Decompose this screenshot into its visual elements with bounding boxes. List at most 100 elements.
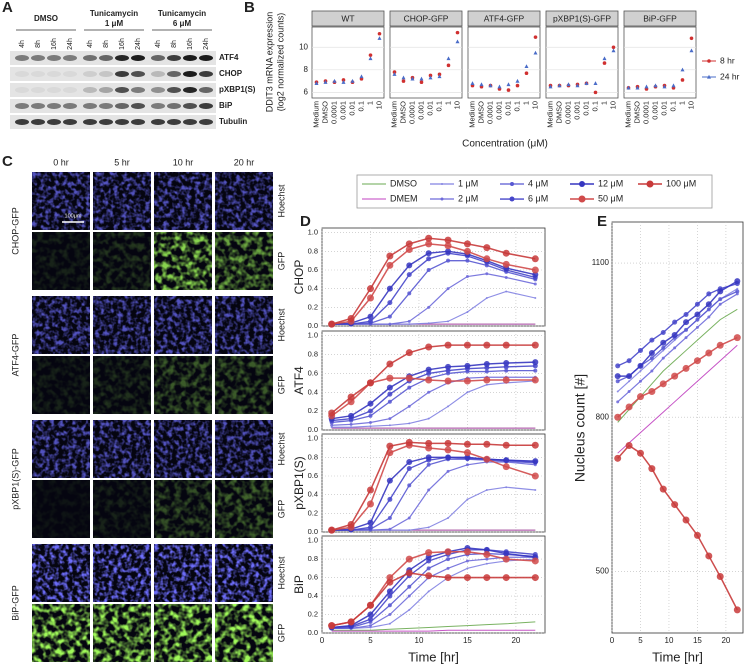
x-tick-label: 0.001 xyxy=(416,101,425,120)
blot-band xyxy=(83,71,97,77)
series-marker xyxy=(485,562,488,565)
x-tick-label: 0.0001 xyxy=(563,101,572,124)
series-marker xyxy=(427,322,430,325)
blot-row-label: pXBP1(S) xyxy=(219,85,256,94)
blot-band xyxy=(131,71,145,77)
y-tick-label: 1.0 xyxy=(308,228,318,237)
blot-band xyxy=(131,55,145,61)
series-marker xyxy=(387,391,393,397)
series-marker xyxy=(445,363,452,370)
image-texture xyxy=(32,604,90,662)
legend-label: 50 μM xyxy=(598,193,623,203)
series-marker xyxy=(694,311,701,318)
series-marker xyxy=(682,364,690,372)
blot-band xyxy=(151,55,165,61)
x-tick-label: 0.1 xyxy=(590,101,599,111)
image-texture xyxy=(215,544,273,602)
channel-label: Hoechst xyxy=(276,308,286,342)
image-texture xyxy=(215,480,273,538)
point xyxy=(515,78,520,83)
point xyxy=(455,30,460,35)
legend-label: 2 μM xyxy=(458,193,478,203)
y-tick-label: 0.2 xyxy=(308,302,318,311)
lane-label: 8h xyxy=(35,40,42,48)
point xyxy=(479,82,484,87)
y-tick-label: 500 xyxy=(596,566,610,575)
legend-label: 12 μM xyxy=(598,178,623,188)
y-tick-label: 0.6 xyxy=(308,573,318,582)
series-marker xyxy=(386,442,394,450)
series-marker xyxy=(426,268,431,272)
series-marker xyxy=(347,618,355,626)
legend-marker xyxy=(646,180,654,188)
channel-label: GFP xyxy=(276,252,286,271)
legend-marker xyxy=(578,195,586,203)
image-texture xyxy=(93,232,151,290)
lane-label: 8h xyxy=(103,40,110,48)
x-tick-label: 1 xyxy=(443,101,452,105)
series-marker xyxy=(625,441,633,449)
blot-band xyxy=(15,71,29,77)
series-marker xyxy=(505,290,508,293)
y-axis-label: (log2 normalized counts) xyxy=(275,13,285,112)
series-marker xyxy=(650,369,654,373)
y-tick-label: 0.6 xyxy=(308,368,318,377)
series-marker xyxy=(485,383,488,386)
point xyxy=(689,36,694,41)
series-marker xyxy=(693,531,701,539)
legend-marker xyxy=(509,196,515,202)
series-marker xyxy=(406,466,412,472)
column-label: 0 hr xyxy=(53,157,69,167)
series-marker xyxy=(503,360,510,367)
point xyxy=(437,72,442,77)
series-marker xyxy=(427,390,431,394)
series-marker xyxy=(369,425,372,428)
blot-band xyxy=(63,71,77,77)
series-marker xyxy=(695,317,700,322)
series-marker xyxy=(406,272,412,278)
channel-label: GFP xyxy=(276,376,286,395)
series-marker xyxy=(387,603,392,608)
series-marker xyxy=(446,566,450,570)
group-label: DMSO xyxy=(34,14,58,23)
series-marker xyxy=(502,376,510,384)
series-marker xyxy=(347,393,355,401)
y-axis-label: Nucleus count [#] xyxy=(572,374,588,482)
lane-label: 16h xyxy=(119,38,126,50)
series-marker xyxy=(386,374,394,382)
series-marker xyxy=(505,486,508,489)
facet-header xyxy=(467,10,541,27)
series-marker xyxy=(671,501,679,509)
series-marker xyxy=(405,569,413,577)
series-marker xyxy=(716,341,724,349)
series-marker xyxy=(533,282,537,286)
point xyxy=(593,81,598,85)
blot-band xyxy=(31,103,45,109)
series-marker xyxy=(626,358,632,364)
y-axis-label: pXBP1(S) xyxy=(292,456,306,509)
group-dose: 1 μM xyxy=(105,19,124,28)
series-marker xyxy=(444,548,452,556)
legend-marker xyxy=(579,181,585,187)
series-marker xyxy=(387,593,393,599)
blot-band xyxy=(63,55,77,61)
facet-header xyxy=(389,10,463,27)
point xyxy=(635,85,640,90)
facet-frame xyxy=(545,26,619,99)
image-texture xyxy=(154,172,212,230)
point xyxy=(392,72,397,76)
point xyxy=(653,83,658,88)
point xyxy=(524,71,529,76)
channel-label: Hoechst xyxy=(276,184,286,218)
y-tick-label: 0.6 xyxy=(308,265,318,274)
legend-label: DMSO xyxy=(390,178,417,188)
series-marker xyxy=(718,302,722,306)
series-marker xyxy=(504,368,509,373)
series-marker xyxy=(425,234,433,242)
series-marker xyxy=(446,557,451,562)
lane-label: 16h xyxy=(187,38,194,50)
series-marker xyxy=(733,334,741,342)
series-marker xyxy=(405,240,413,248)
series-marker xyxy=(531,441,539,449)
facet-header xyxy=(311,10,385,27)
